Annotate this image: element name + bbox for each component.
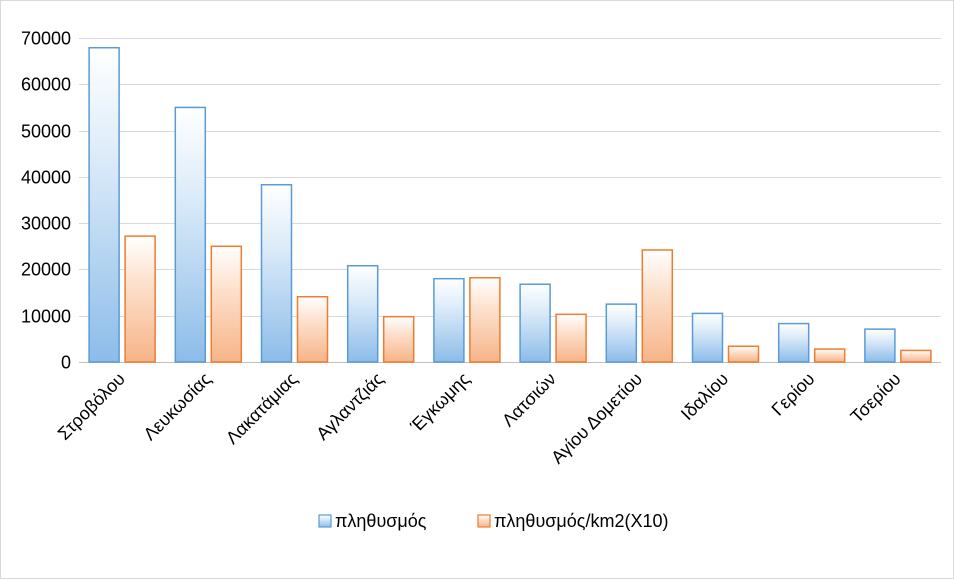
bar-density (382, 315, 415, 363)
bar-population (777, 322, 810, 363)
bar-density (555, 313, 587, 363)
legend-label: πληθυσμός/km2(X10) (494, 511, 668, 531)
x-axis-category-labels: Στροβόλου Λευκωσίας Λακατάμιας Αγλαντζιάς Έγ… (54, 368, 905, 467)
gridlines (79, 38, 941, 363)
y-tick-label: 10000 (21, 307, 71, 327)
bar-density (727, 345, 760, 363)
bar-population (88, 46, 120, 363)
bar-density (469, 277, 501, 363)
bar-density (641, 249, 674, 363)
y-tick-label: 0 (61, 353, 71, 373)
legend: πληθυσμός πληθυσμός/km2(X10) (318, 511, 668, 531)
x-category-label: Έγκωμης (406, 368, 474, 436)
x-category-label: Γερίου (768, 369, 819, 420)
x-category-label: Λευκωσίας (140, 368, 216, 444)
bar-population (864, 328, 896, 363)
bar-density (296, 295, 329, 363)
legend-swatch (477, 514, 491, 528)
y-tick-label: 40000 (21, 168, 71, 188)
x-category-label: Λατσιών (498, 369, 560, 431)
bar-population (519, 283, 551, 363)
x-category-label: Αγίου Δομετίου (547, 369, 646, 468)
x-category-label: Λακατάμιας (222, 368, 302, 448)
y-tick-label: 50000 (21, 122, 71, 142)
x-category-label: Ιδαλίου (677, 369, 732, 424)
x-category-label: Τσερίου (847, 369, 905, 427)
bars (88, 46, 932, 363)
legend-label: πληθυσμός (335, 511, 427, 531)
y-tick-label: 20000 (21, 260, 71, 280)
bar-density (813, 348, 846, 363)
bar-density (124, 235, 156, 363)
y-tick-label: 60000 (21, 75, 71, 95)
bar-population (433, 277, 465, 363)
bar-population (260, 183, 293, 363)
bar-density (900, 349, 932, 363)
bar-population (174, 106, 207, 363)
x-category-label: Στροβόλου (54, 369, 129, 444)
bar-population (346, 264, 379, 363)
x-category-label: Αγλαντζιάς (312, 368, 387, 443)
bar-population (691, 312, 724, 363)
bar-density (210, 245, 243, 363)
legend-swatch (318, 514, 332, 528)
bar-population (605, 303, 638, 363)
y-axis-tick-labels: 0 10000 20000 30000 40000 50000 60000 70000 (21, 29, 71, 373)
y-tick-label: 30000 (21, 214, 71, 234)
y-tick-label: 70000 (21, 29, 71, 49)
